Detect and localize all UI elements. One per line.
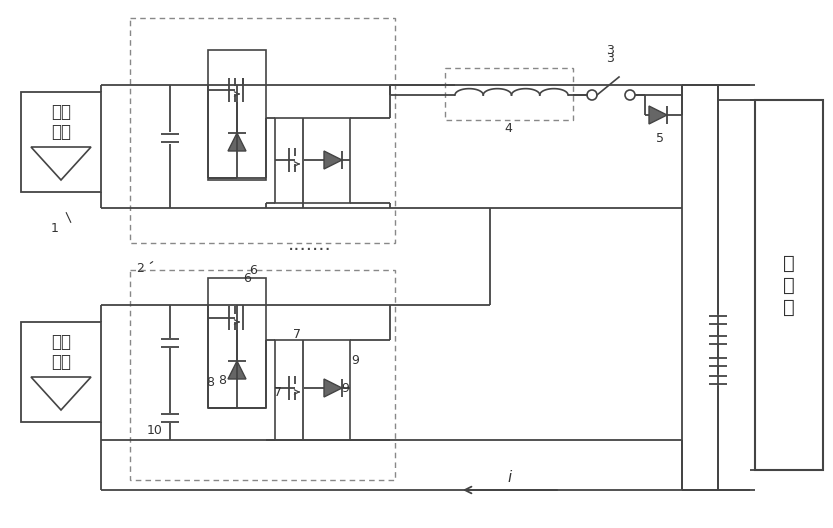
Polygon shape [324, 151, 342, 169]
Polygon shape [228, 361, 246, 379]
Bar [445, 68, 573, 120]
Bar [275, 340, 350, 440]
Text: 6: 6 [249, 263, 257, 277]
Text: 9: 9 [351, 354, 359, 366]
Bar [130, 270, 395, 480]
Bar [130, 18, 395, 243]
Polygon shape [324, 379, 342, 397]
Text: 7: 7 [293, 328, 301, 342]
Bar [275, 118, 350, 203]
Text: 9: 9 [341, 382, 349, 394]
Text: 3: 3 [606, 52, 614, 64]
Text: 光伏
阵列: 光伏 阵列 [51, 333, 71, 371]
Text: 1: 1 [51, 222, 59, 234]
Text: 8: 8 [206, 375, 214, 389]
Text: 7: 7 [274, 386, 282, 400]
Text: 3: 3 [606, 43, 614, 56]
Text: i: i [508, 470, 512, 486]
Text: 光伏
阵列: 光伏 阵列 [51, 102, 71, 142]
Polygon shape [649, 106, 667, 124]
Text: 10: 10 [147, 423, 163, 437]
Bar [755, 100, 823, 470]
Text: 8: 8 [218, 373, 226, 386]
Bar [208, 50, 266, 180]
Text: 5: 5 [656, 131, 664, 145]
Bar [21, 92, 101, 192]
Text: 6: 6 [243, 271, 251, 285]
Text: ·······: ······· [288, 240, 332, 259]
Text: 4: 4 [504, 121, 512, 135]
Bar [21, 322, 101, 422]
Bar [208, 278, 266, 408]
Text: 逆
变
器: 逆 变 器 [783, 253, 795, 316]
Text: 2: 2 [136, 261, 144, 275]
Polygon shape [228, 133, 246, 151]
